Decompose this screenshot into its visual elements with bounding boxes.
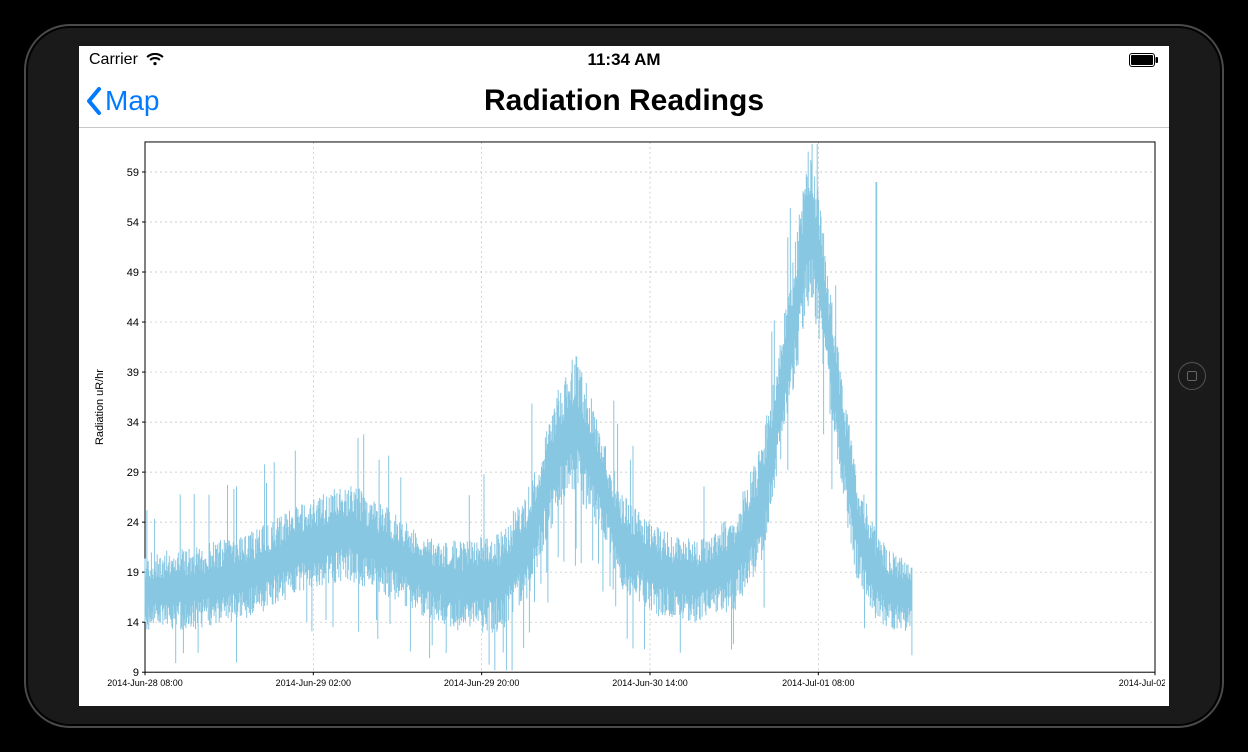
page-title: Radiation Readings <box>79 84 1169 118</box>
status-time: 11:34 AM <box>79 50 1169 70</box>
screen: Carrier 11:34 AM Map <box>79 46 1169 706</box>
chart: 914192429343944495459Radiation uR/hr2014… <box>79 128 1169 706</box>
carrier-label: Carrier <box>89 51 138 69</box>
svg-text:29: 29 <box>127 467 139 479</box>
svg-text:39: 39 <box>127 367 139 379</box>
svg-text:54: 54 <box>127 217 139 229</box>
chart-svg: 914192429343944495459Radiation uR/hr2014… <box>83 136 1165 702</box>
svg-text:19: 19 <box>127 567 139 579</box>
back-button[interactable]: Map <box>79 85 159 117</box>
svg-text:2014-Jun-29 20:00: 2014-Jun-29 20:00 <box>444 678 519 688</box>
back-label: Map <box>105 85 159 117</box>
svg-text:44: 44 <box>127 317 139 329</box>
battery-icon <box>1129 53 1159 67</box>
svg-text:2014-Jun-30 14:00: 2014-Jun-30 14:00 <box>612 678 687 688</box>
svg-text:2014-Jun-29 02:00: 2014-Jun-29 02:00 <box>276 678 351 688</box>
svg-text:59: 59 <box>127 167 139 179</box>
svg-text:14: 14 <box>127 617 139 629</box>
svg-text:24: 24 <box>127 517 139 529</box>
svg-text:2014-Jul-02 02:00: 2014-Jul-02 02:00 <box>1119 678 1165 688</box>
wifi-icon <box>146 53 164 67</box>
svg-text:34: 34 <box>127 417 139 429</box>
device-frame: Carrier 11:34 AM Map <box>24 24 1224 728</box>
home-button[interactable] <box>1178 362 1206 390</box>
nav-bar: Map Radiation Readings <box>79 74 1169 128</box>
chevron-left-icon <box>85 86 103 116</box>
status-bar: Carrier 11:34 AM <box>79 46 1169 74</box>
svg-text:2014-Jul-01 08:00: 2014-Jul-01 08:00 <box>782 678 854 688</box>
svg-text:Radiation uR/hr: Radiation uR/hr <box>94 369 106 445</box>
svg-text:49: 49 <box>127 267 139 279</box>
svg-text:2014-Jun-28 08:00: 2014-Jun-28 08:00 <box>107 678 182 688</box>
